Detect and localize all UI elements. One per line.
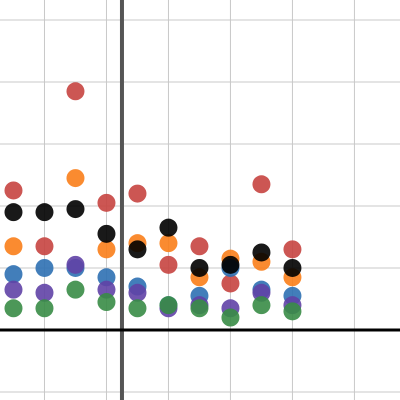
point [128,283,147,302]
point [159,218,178,237]
point [4,237,23,256]
point [4,181,23,200]
point [35,299,54,318]
point [66,280,85,299]
point [35,203,54,222]
point [35,237,54,256]
point [190,237,209,256]
point [190,258,209,277]
point [159,296,178,315]
point [283,302,302,321]
point [159,234,178,253]
point [66,169,85,188]
point [252,175,271,194]
point [252,243,271,262]
point [190,299,209,318]
point [97,224,116,243]
point [252,296,271,315]
point [97,193,116,212]
point [66,200,85,219]
point [221,274,240,293]
point [97,268,116,287]
point [97,293,116,312]
point [128,184,147,203]
point [252,283,271,302]
point [283,240,302,259]
point [159,255,178,274]
point [283,258,302,277]
point [4,265,23,284]
point [221,255,240,274]
point [128,299,147,318]
point [97,240,116,259]
point [4,203,23,222]
point [4,280,23,299]
point [97,280,116,299]
point [128,240,147,259]
point [66,82,85,101]
point [66,255,85,274]
point [35,283,54,302]
point [35,258,54,277]
point [221,308,240,327]
point [4,299,23,318]
